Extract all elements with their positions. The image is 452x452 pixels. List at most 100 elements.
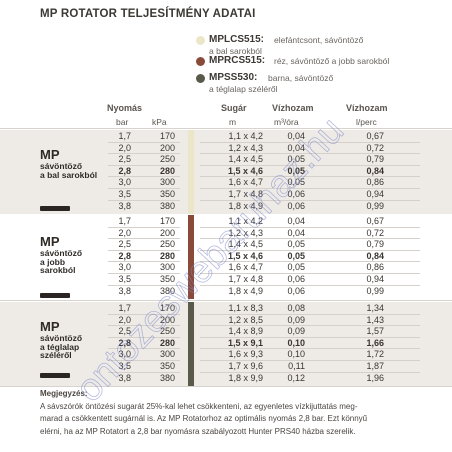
row-divider [200,176,420,178]
cell-bar: 2,8 [118,165,131,176]
cell-m3: 0,08 [287,303,305,313]
group-label-model: MP [40,147,60,162]
cell-lpm: 0,72 [366,227,384,238]
cell-radius: 1,6 x 9,3 [228,349,263,360]
radius-header: Sugár [221,103,247,113]
cell-kpa: 280 [159,250,175,261]
row-divider [200,141,420,143]
row-divider [108,164,180,166]
cell-lpm: 0,99 [366,200,384,211]
row-divider [108,153,180,155]
row-divider [200,188,420,189]
cell-radius: 1,6 x 4,7 [228,262,263,273]
cell-kpa: 380 [159,200,175,211]
cell-radius: 1,8 x 9,9 [228,372,263,383]
group-label: MP sávöntöző a téglalap széléről [40,320,82,360]
group-label-model: MP [40,319,60,334]
nozzle-icon [40,293,70,298]
bar-unit: bar [116,117,129,127]
cell-bar: 3,8 [118,200,131,211]
row-divider [108,360,180,361]
nozzle-icon [40,206,70,211]
cell-kpa: 300 [159,349,175,360]
group-label: MP sávöntöző a bal sarokból [40,148,97,179]
cell-radius: 1,4 x 4,5 [228,154,263,165]
notes-line: elérni, ha az MP Rotatort a 2,8 bar nyom… [40,426,356,436]
cell-m3: 0,06 [287,189,305,199]
cell-kpa: 200 [159,314,175,325]
cell-radius: 1,2 x 4,3 [228,142,263,153]
kpa-unit: kPa [152,117,167,127]
notes: Megjegyzés: A sávszórók öntözési sugarát… [40,388,435,438]
row-divider [108,284,180,286]
cell-lpm: 1,43 [366,314,384,325]
cell-lpm: 0,72 [366,142,384,153]
cell-bar: 1,7 [118,131,131,141]
row-divider [200,325,420,327]
cell-m3: 0,04 [287,216,305,226]
color-swatch [196,74,205,83]
cell-bar: 3,8 [118,372,131,383]
cell-bar: 3,0 [118,349,131,360]
cell-kpa: 380 [159,285,175,296]
cell-bar: 3,5 [118,189,131,199]
row-divider [200,226,420,228]
row-divider [108,273,180,274]
cell-lpm: 1,66 [366,337,384,348]
cell-radius: 1,7 x 4,8 [228,189,263,199]
cell-m3: 0,06 [287,274,305,284]
cell-lpm: 0,99 [366,285,384,296]
legend-code: MPSS530: [209,72,258,83]
cell-bar: 3,0 [118,262,131,273]
cell-m3: 0,11 [288,361,305,371]
cell-radius: 1,5 x 4,6 [227,165,263,176]
cell-bar: 2,5 [118,326,131,337]
pressure-header: Nyomás [107,103,143,113]
flow-lpm-header: Vízhozam [346,103,388,113]
row-divider [108,199,180,201]
nozzle-icon [40,373,70,378]
group-label-text: sávöntöző [40,332,83,343]
legend-description: réz, sávöntöző a jobb sarokból [274,56,390,66]
cell-m3: 0,04 [287,142,305,153]
notes-title: Megjegyzés: [40,389,88,398]
color-swatch [196,36,205,45]
row-divider [108,371,180,373]
row-divider [108,176,180,178]
row-divider [108,336,180,338]
cell-kpa: 300 [159,177,175,188]
row-divider [108,238,180,240]
cell-lpm: 0,84 [366,250,384,261]
legend-description: elefántcsont, sávöntöző [274,35,364,45]
cell-m3: 0,05 [287,177,305,188]
cell-radius: 1,7 x 4,8 [228,274,263,284]
group-label-text: a jobb [40,256,66,267]
row-divider [200,273,420,274]
group-label-text: sávöntöző [40,160,83,171]
cell-m3: 0,09 [287,314,305,325]
cell-lpm: 0,67 [366,216,384,226]
cell-lpm: 1,96 [366,372,384,383]
row-divider [108,348,180,350]
cell-bar: 2,5 [118,154,131,165]
cell-kpa: 170 [159,216,175,226]
group-separator [0,300,452,301]
group-label-text: sarokból [40,265,76,276]
cell-radius: 1,8 x 4,9 [228,200,263,211]
group-label-text: széléről [40,350,72,361]
cell-lpm: 1,57 [366,326,384,337]
row-divider [108,325,180,327]
cell-radius: 1,1 x 8,3 [228,303,263,313]
cell-kpa: 250 [159,239,175,250]
row-divider [200,249,420,251]
legend-description-line2: a téglalap széléről [209,84,278,94]
cell-m3: 0,05 [287,262,305,273]
cell-kpa: 250 [159,154,175,165]
row-divider [200,348,420,350]
cell-kpa: 280 [159,337,175,348]
row-divider [200,284,420,286]
cell-radius: 1,7 x 9,6 [228,361,263,371]
cell-lpm: 0,94 [366,189,384,199]
model-color-stripe [188,215,194,299]
cell-m3: 0,06 [287,285,305,296]
